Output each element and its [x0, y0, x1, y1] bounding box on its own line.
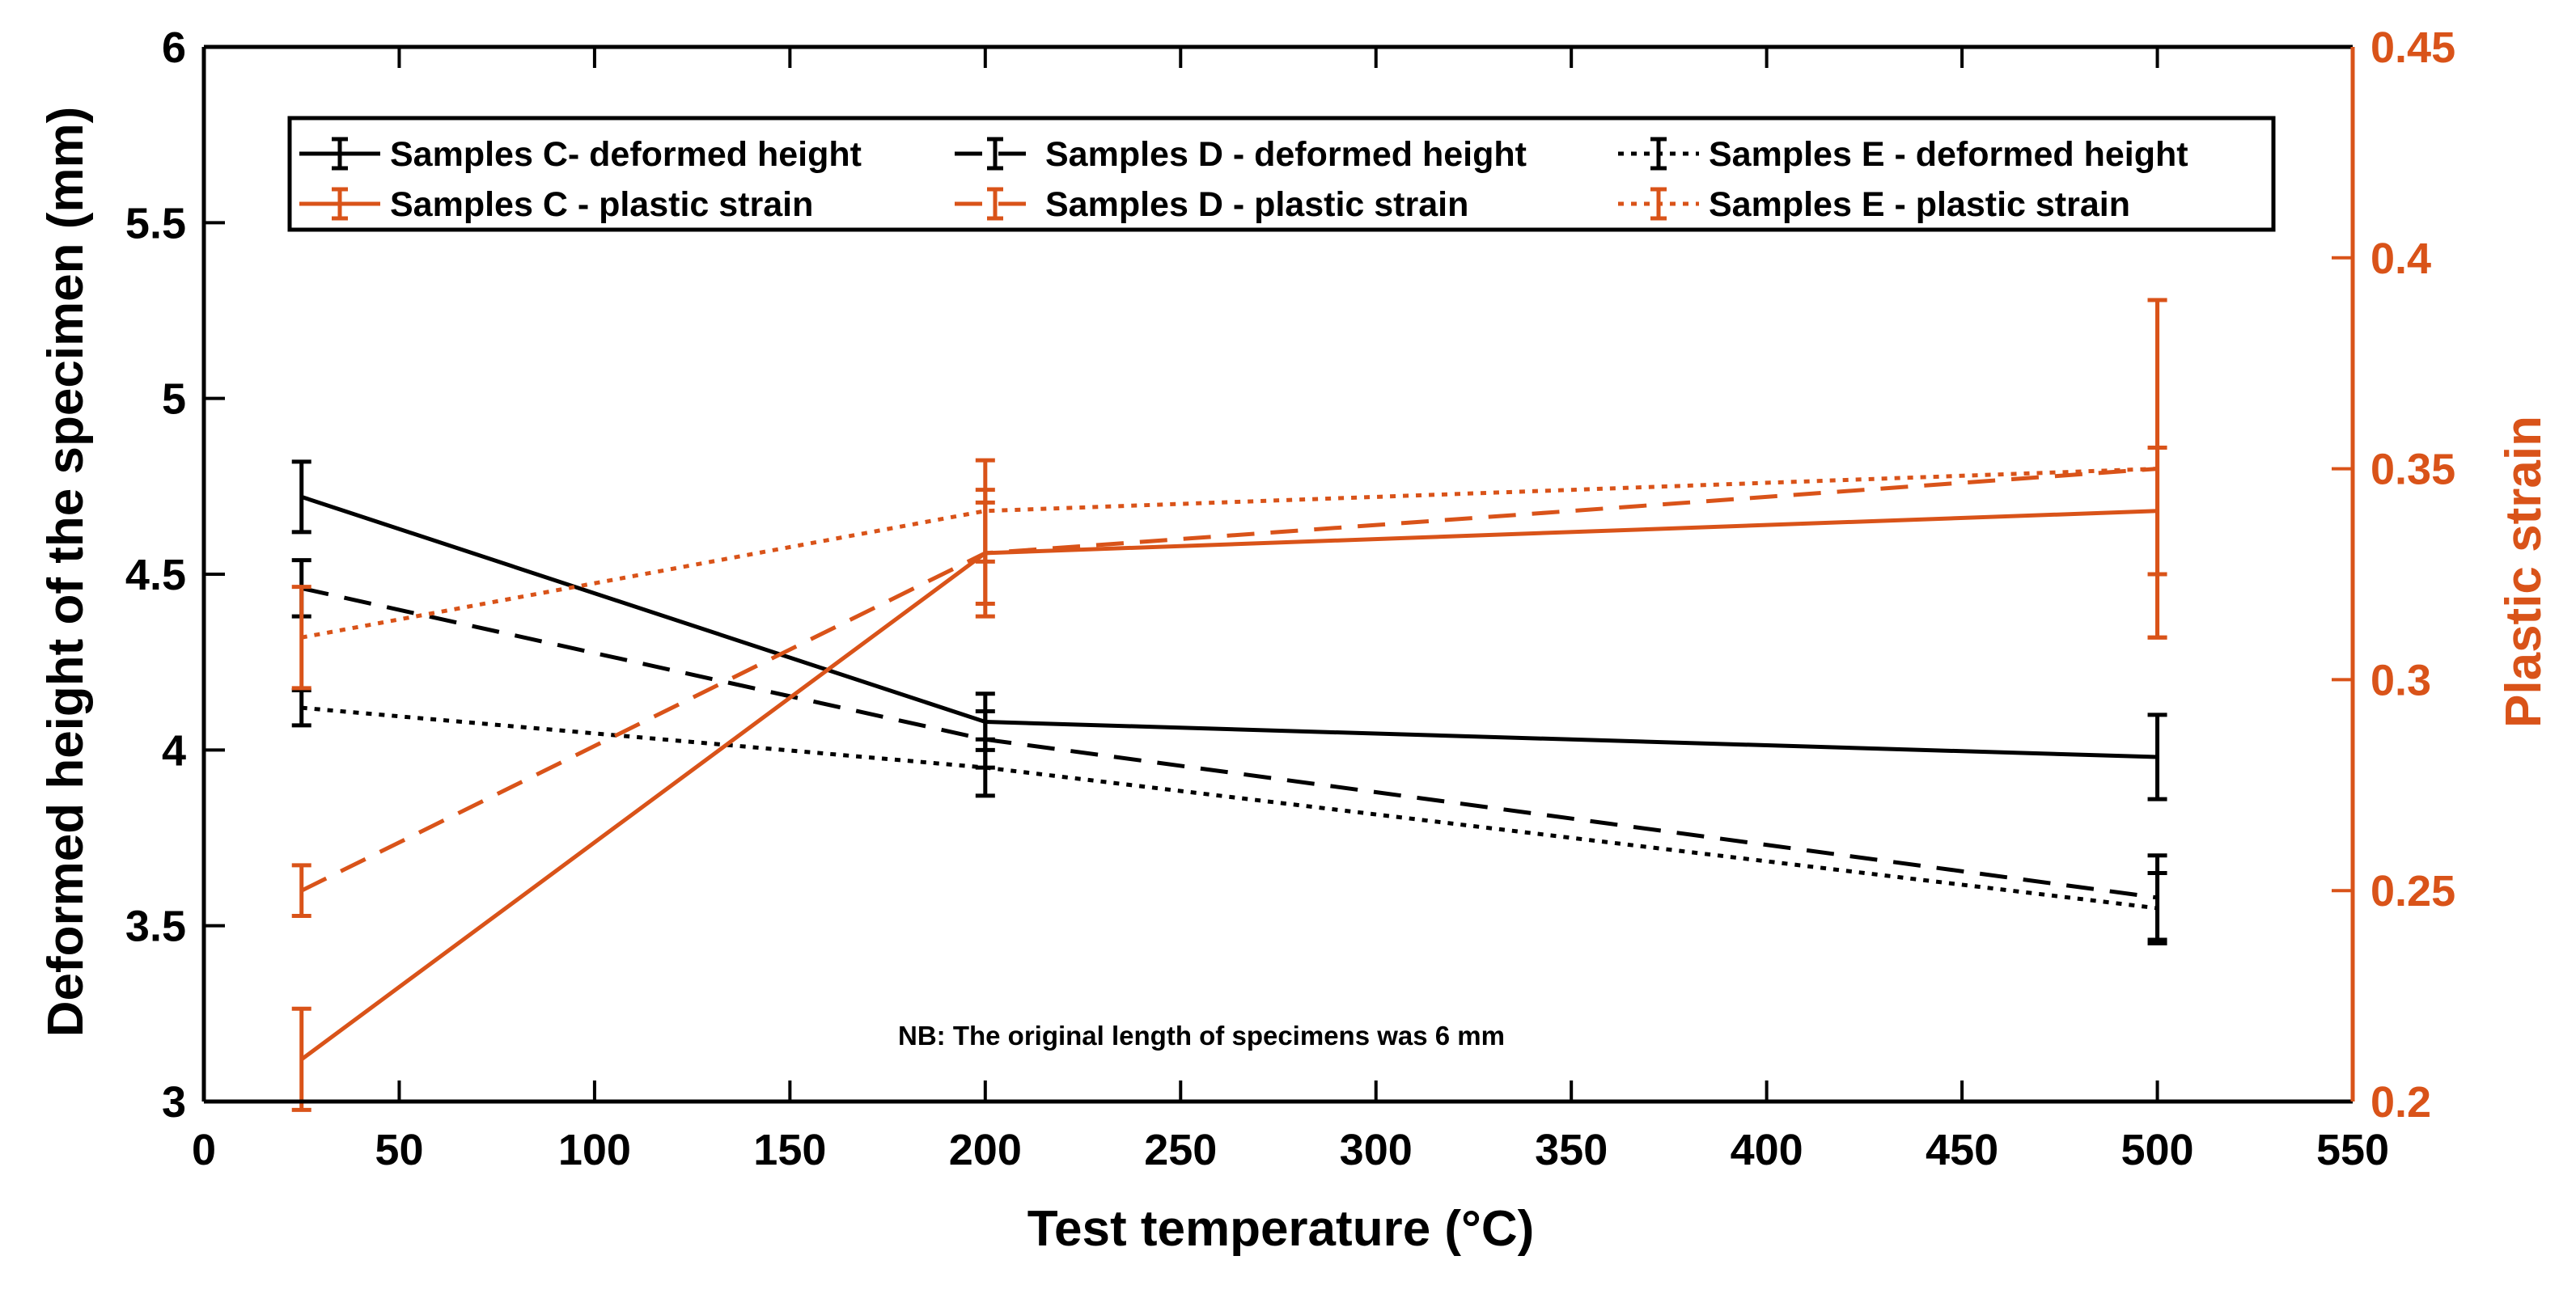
y-right-axis-label: Plastic strain: [2496, 416, 2552, 728]
error-bar: [291, 459, 311, 535]
y-right-tick-label: 0.25: [2371, 867, 2455, 916]
x-tick-label: 350: [1535, 1126, 1608, 1174]
x-tick-label: 0: [192, 1126, 216, 1174]
legend-item: Samples D - deformed height: [955, 135, 1527, 174]
legend-label: Samples D - plastic strain: [1045, 185, 1468, 224]
y-right-tick-label: 0.45: [2371, 23, 2455, 72]
series-line-6: [301, 467, 2158, 640]
legend-label: Samples C - plastic strain: [390, 185, 813, 224]
x-tick-label: 550: [2316, 1126, 2389, 1174]
x-tick-label: 500: [2121, 1126, 2193, 1174]
error-bar: [291, 585, 311, 691]
error-bar: [2147, 713, 2167, 801]
legend-item: Samples E - deformed height: [1618, 135, 2188, 174]
legend-item: Samples D - plastic strain: [955, 185, 1468, 224]
legend-label: Samples E - plastic strain: [1709, 185, 2130, 224]
y-left-tick-label: 5.5: [125, 199, 186, 247]
x-tick-label: 450: [1926, 1126, 1998, 1174]
chart-ticks: 0 50 100 150 200 250 300 350 400 450 500 550 3 3.5 4 4.…: [125, 23, 2455, 1174]
legend-item: Samples C- deformed height: [299, 135, 862, 174]
x-tick-label: 300: [1340, 1126, 1413, 1174]
x-tick-label: 100: [558, 1126, 631, 1174]
x-tick-label: 200: [949, 1126, 1022, 1174]
y-left-axis-label: Deformed height of the specimen (mm): [38, 107, 94, 1038]
x-axis-label: Test temperature (°C): [1027, 1201, 1535, 1257]
x-tick-label: 400: [1731, 1126, 1803, 1174]
chart-annotation: NB: The original length of specimens was…: [898, 1021, 1505, 1051]
legend: Samples C- deformed height Samples D - de…: [287, 116, 2276, 232]
y-left-tick-label: 6: [162, 23, 186, 72]
y-left-tick-label: 3: [162, 1078, 186, 1127]
error-bar: [291, 687, 311, 728]
legend-label: Samples E - deformed height: [1709, 135, 2188, 174]
x-tick-label: 250: [1144, 1126, 1217, 1174]
error-bar: [2147, 870, 2167, 945]
y-right-tick-label: 0.2: [2371, 1078, 2431, 1127]
y-right-tick-label: 0.3: [2371, 656, 2431, 704]
error-bar: [975, 737, 995, 798]
error-bar: [291, 1006, 311, 1112]
error-bar: [2147, 298, 2167, 640]
legend-label: Samples C- deformed height: [390, 135, 862, 174]
error-bar: [975, 458, 995, 564]
legend-item: Samples C - plastic strain: [299, 185, 813, 224]
legend-item: Samples E - plastic strain: [1618, 185, 2130, 224]
x-tick-label: 150: [753, 1126, 826, 1174]
y-right-tick-label: 0.4: [2371, 235, 2431, 283]
legend-label: Samples D - deformed height: [1045, 135, 1527, 174]
y-left-tick-label: 3.5: [125, 903, 186, 951]
error-bar: [291, 863, 311, 918]
x-tick-label: 50: [375, 1126, 423, 1174]
chart-axes: [201, 44, 2355, 1104]
y-right-tick-label: 0.35: [2371, 446, 2455, 494]
y-left-tick-label: 4.5: [125, 551, 186, 599]
chart-series: [291, 298, 2167, 1112]
y-left-tick-label: 5: [162, 375, 186, 424]
y-left-tick-label: 4: [162, 726, 186, 775]
